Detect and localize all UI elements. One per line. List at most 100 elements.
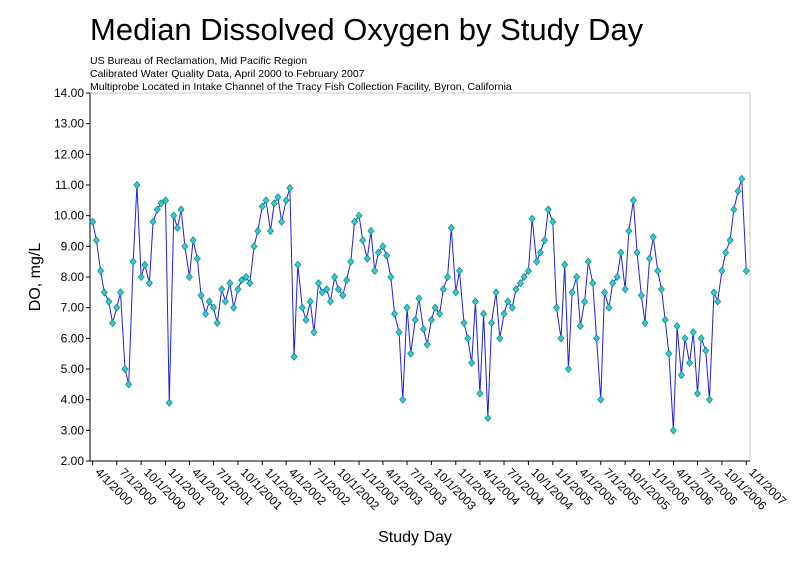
data-point <box>347 257 355 266</box>
y-tick-label: 3.00 <box>61 423 85 437</box>
y-tick-label: 12.00 <box>54 147 84 161</box>
data-point <box>238 275 246 285</box>
data-point <box>468 358 476 367</box>
data-point <box>213 318 221 328</box>
data-point <box>584 257 592 266</box>
data-point <box>646 254 654 263</box>
data-point <box>323 285 331 294</box>
data-point <box>536 248 544 257</box>
data-point <box>496 334 504 343</box>
data-point <box>181 242 189 251</box>
data-point <box>92 236 100 245</box>
data-point <box>230 303 238 312</box>
data-point <box>290 352 298 361</box>
data-point <box>282 196 290 205</box>
data-point <box>641 318 649 328</box>
y-tick-label: 8.00 <box>61 270 85 284</box>
data-point <box>427 315 435 325</box>
data-point <box>661 315 669 325</box>
data-point <box>702 346 710 355</box>
data-point <box>197 291 205 300</box>
subtitle: Multiprobe Located in Intake Channel of … <box>90 81 512 93</box>
data-point <box>278 217 286 226</box>
data-point <box>105 297 113 306</box>
y-tick-label: 7.00 <box>61 301 85 315</box>
data-point <box>306 297 314 306</box>
data-point <box>738 174 746 183</box>
data-point <box>318 288 326 297</box>
data-point <box>637 291 645 300</box>
data-point <box>621 285 629 294</box>
data-point <box>226 279 234 288</box>
y-axis-label: DO, mg/L <box>27 243 44 312</box>
data-point <box>403 303 411 312</box>
data-point <box>100 288 108 297</box>
data-point <box>189 236 197 245</box>
data-point <box>593 334 601 343</box>
y-tick-label: 13.00 <box>54 117 84 131</box>
data-point <box>673 321 681 331</box>
subtitle: Calibrated Water Quality Data, April 200… <box>90 68 365 80</box>
data-point <box>170 211 178 220</box>
data-point <box>557 334 565 343</box>
data-point <box>133 180 141 190</box>
x-axis-label: Study Day <box>378 529 452 546</box>
data-point <box>480 309 488 318</box>
data-point <box>145 279 153 288</box>
data-point <box>415 294 423 303</box>
data-point <box>654 266 662 275</box>
data-point <box>484 413 492 423</box>
data-point <box>488 318 496 328</box>
data-point <box>113 303 121 312</box>
data-point <box>266 226 275 236</box>
data-point <box>246 279 254 288</box>
data-point <box>165 398 173 407</box>
data-point <box>173 223 181 233</box>
data-point <box>314 279 323 288</box>
data-point <box>677 371 685 380</box>
data-point <box>657 285 665 294</box>
data-point <box>371 266 379 275</box>
data-point <box>209 303 218 312</box>
data-point <box>254 226 262 236</box>
data-point <box>331 272 339 282</box>
data-point <box>581 297 589 306</box>
data-point <box>504 297 512 306</box>
data-point <box>363 254 371 263</box>
data-point <box>549 217 557 226</box>
data-point <box>576 321 584 331</box>
data-point <box>374 248 382 257</box>
data-point <box>193 254 201 263</box>
data-point <box>589 279 597 288</box>
data-line <box>92 178 747 431</box>
y-tick-label: 10.00 <box>54 209 84 223</box>
data-point <box>730 205 738 214</box>
data-point <box>379 242 387 251</box>
data-point <box>625 226 633 236</box>
data-point <box>528 214 536 223</box>
data-point <box>387 272 395 282</box>
data-point <box>407 349 415 358</box>
data-point <box>597 395 605 404</box>
data-point <box>162 196 170 205</box>
data-point <box>689 328 697 337</box>
data-point <box>399 395 407 404</box>
y-tick-label: 11.00 <box>55 178 84 192</box>
data-point <box>367 226 375 236</box>
data-point <box>177 205 185 214</box>
chart-title: Median Dissolved Oxygen by Study Day <box>90 12 644 47</box>
subtitle: US Bureau of Reclamation, Mid Pacific Re… <box>90 55 307 67</box>
data-point <box>185 272 193 282</box>
data-point <box>258 202 266 211</box>
data-point <box>516 279 524 288</box>
data-point <box>359 236 367 245</box>
data-point <box>116 288 125 297</box>
data-point <box>533 257 541 266</box>
data-point <box>613 272 621 282</box>
data-point <box>89 217 97 226</box>
data-point <box>270 199 278 208</box>
data-point <box>710 288 718 297</box>
data-point <box>460 318 468 328</box>
data-point <box>391 309 399 318</box>
